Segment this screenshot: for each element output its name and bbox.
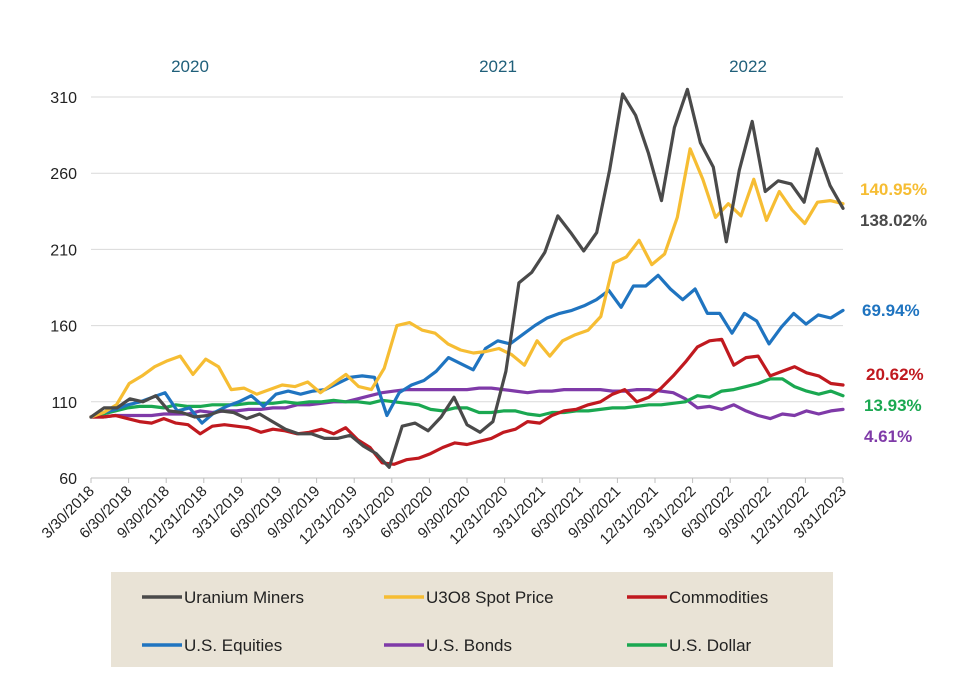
x-tick-labels: 3/30/20186/30/20189/30/201812/31/20183/3…: [39, 483, 850, 548]
y-tick-label: 310: [50, 90, 77, 107]
y-tick-labels: 60 110 160 210 260 310: [50, 90, 77, 488]
legend-label: U.S. Equities: [184, 636, 282, 655]
grid-layer: [91, 96, 843, 403]
y-tick-label: 260: [50, 166, 77, 183]
series-line-u-s-dollar: [89, 377, 845, 419]
end-label-u-s-dollar: 13.93%: [864, 396, 922, 415]
series-line-u-s-bonds: [89, 386, 845, 421]
end-label-u3o8-spot-price: 140.95%: [860, 180, 927, 199]
end-label-commodities: 20.62%: [866, 365, 924, 384]
axis-layer: [90, 477, 844, 483]
end-label-u-s-equities: 69.94%: [862, 301, 920, 320]
year-annotation: 2020: [171, 57, 209, 76]
legend-label: Commodities: [669, 588, 768, 607]
legend-label: Uranium Miners: [184, 588, 304, 607]
year-annotation: 2022: [729, 57, 767, 76]
y-tick-label: 110: [51, 395, 77, 412]
series-line-commodities: [89, 337, 845, 466]
year-annotation: 2021: [479, 57, 517, 76]
legend: Uranium Miners U3O8 Spot Price Commodities…: [111, 572, 833, 667]
end-label-uranium-miners: 138.02%: [860, 211, 927, 230]
series-line-u3o8-spot-price: [89, 147, 845, 419]
y-tick-label: 210: [50, 242, 77, 259]
end-labels: 138.02% 140.95% 20.62% 69.94% 4.61% 13.93%: [860, 180, 927, 446]
y-tick-label: 160: [50, 319, 77, 336]
series-line-u-s-equities: [89, 273, 845, 425]
year-annotations: 2020 2021 2022: [171, 57, 767, 76]
legend-label: U.S. Dollar: [669, 636, 752, 655]
end-label-u-s-bonds: 4.61%: [864, 427, 912, 446]
series-line-uranium-miners: [89, 87, 845, 469]
legend-box: [111, 572, 833, 667]
legend-label: U.S. Bonds: [426, 636, 512, 655]
y-tick-label: 60: [59, 471, 77, 488]
legend-label: U3O8 Spot Price: [426, 588, 554, 607]
series-layer: [89, 87, 845, 469]
